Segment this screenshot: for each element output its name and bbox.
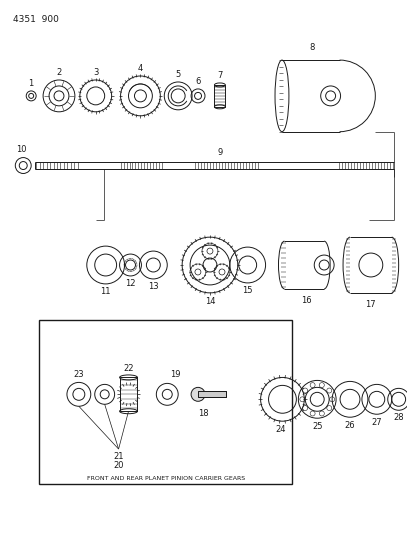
- Text: FRONT AND REAR PLANET PINION CARRIER GEARS: FRONT AND REAR PLANET PINION CARRIER GEA…: [86, 476, 245, 481]
- Text: 23: 23: [73, 370, 84, 379]
- Text: 19: 19: [170, 370, 180, 379]
- Text: 26: 26: [345, 421, 355, 430]
- Text: 20: 20: [113, 461, 124, 470]
- Text: 16: 16: [301, 296, 312, 305]
- Text: 7: 7: [217, 71, 223, 80]
- Text: 11: 11: [100, 287, 111, 296]
- Text: 22: 22: [123, 365, 134, 374]
- Text: 9: 9: [217, 148, 222, 157]
- Text: 13: 13: [148, 282, 159, 291]
- Bar: [39, 320, 293, 484]
- Text: 3: 3: [93, 68, 98, 77]
- Text: 17: 17: [366, 300, 376, 309]
- Text: 14: 14: [205, 297, 215, 306]
- Text: 12: 12: [125, 279, 136, 288]
- Text: 4: 4: [138, 64, 143, 73]
- Text: 10: 10: [16, 144, 27, 154]
- Text: 8: 8: [310, 43, 315, 52]
- Text: 25: 25: [312, 422, 322, 431]
- Text: 18: 18: [198, 409, 208, 418]
- Text: 5: 5: [175, 70, 181, 79]
- Text: 1: 1: [29, 79, 34, 88]
- Text: 6: 6: [195, 77, 201, 86]
- Text: 15: 15: [242, 286, 253, 295]
- Circle shape: [191, 387, 205, 401]
- Bar: [120, 377, 137, 411]
- Text: 28: 28: [393, 413, 404, 422]
- Text: 21: 21: [113, 452, 124, 461]
- Text: 2: 2: [56, 68, 62, 77]
- Bar: [215, 85, 225, 107]
- Text: 27: 27: [372, 418, 382, 427]
- Text: 4351  900: 4351 900: [13, 15, 59, 25]
- Text: 24: 24: [275, 425, 286, 434]
- Bar: [198, 391, 226, 397]
